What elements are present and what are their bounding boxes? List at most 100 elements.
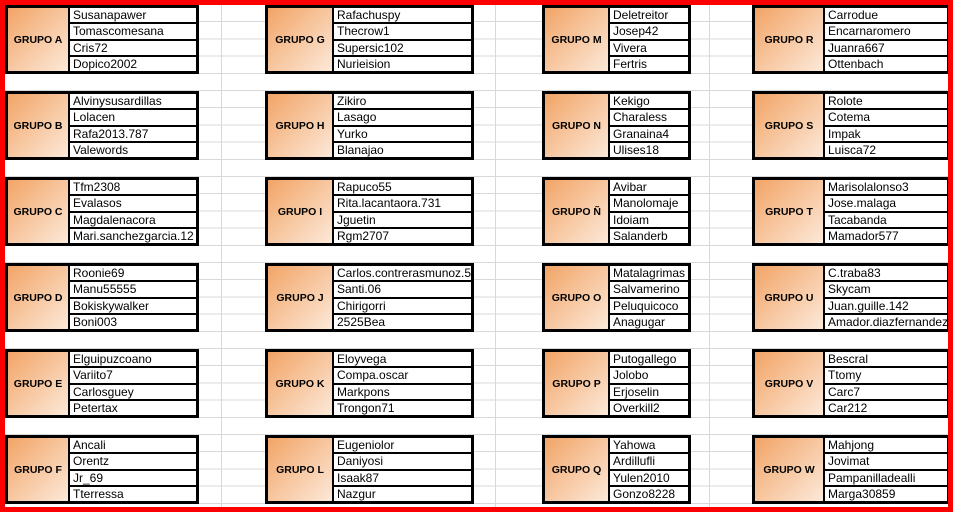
group-label-cell[interactable]: GRUPO Ñ xyxy=(545,180,610,243)
member-cell[interactable]: Overkill2 xyxy=(610,400,688,415)
member-cell[interactable]: Valewords xyxy=(70,142,196,157)
member-cell[interactable]: 2525Bea xyxy=(334,314,471,329)
member-cell[interactable]: Cotema xyxy=(825,110,947,127)
member-cell[interactable]: Mari.sanchezgarcia.12 xyxy=(70,228,196,243)
member-cell[interactable]: Ttomy xyxy=(825,368,947,385)
member-cell[interactable]: Eloyvega xyxy=(334,352,471,369)
member-cell[interactable]: Amador.diazfernandez xyxy=(825,314,948,329)
member-cell[interactable]: Tterressa xyxy=(70,486,196,501)
member-cell[interactable]: Supersic102 xyxy=(334,40,471,57)
member-cell[interactable]: Isaak87 xyxy=(334,470,471,487)
member-cell[interactable]: Jr_69 xyxy=(70,470,196,487)
member-cell[interactable]: Magdalenacora xyxy=(70,212,196,229)
member-cell[interactable]: Variito7 xyxy=(70,368,196,385)
member-cell[interactable]: Kekigo xyxy=(610,94,688,111)
group-label-cell[interactable]: GRUPO U xyxy=(755,266,825,329)
member-cell[interactable]: Eugeniolor xyxy=(334,438,471,455)
member-cell[interactable]: Yurko xyxy=(334,126,471,143)
member-cell[interactable]: Marisolalonso3 xyxy=(825,180,947,197)
member-cell[interactable]: Fertris xyxy=(610,56,688,71)
member-cell[interactable]: Rolote xyxy=(825,94,947,111)
member-cell[interactable]: Rgm2707 xyxy=(334,228,471,243)
member-cell[interactable]: Zikiro xyxy=(334,94,471,111)
member-cell[interactable]: Carlosguey xyxy=(70,384,196,401)
member-cell[interactable]: Peluquicoco xyxy=(610,298,688,315)
group-label-cell[interactable]: GRUPO L xyxy=(268,438,334,501)
member-cell[interactable]: Luisca72 xyxy=(825,142,947,157)
member-cell[interactable]: Matalagrimas xyxy=(610,266,688,283)
member-cell[interactable]: Impak xyxy=(825,126,947,143)
group-label-cell[interactable]: GRUPO O xyxy=(545,266,610,329)
member-cell[interactable]: Josep42 xyxy=(610,24,688,41)
member-cell[interactable]: Compa.oscar xyxy=(334,368,471,385)
member-cell[interactable]: Blanajao xyxy=(334,142,471,157)
member-cell[interactable]: Salvamerino xyxy=(610,282,688,299)
member-cell[interactable]: Juanra667 xyxy=(825,40,947,57)
member-cell[interactable]: Rafachuspy xyxy=(334,8,471,25)
member-cell[interactable]: Ancali xyxy=(70,438,196,455)
group-label-cell[interactable]: GRUPO V xyxy=(755,352,825,415)
member-cell[interactable]: Manu55555 xyxy=(70,282,196,299)
member-cell[interactable]: Chirigorri xyxy=(334,298,471,315)
group-label-cell[interactable]: GRUPO W xyxy=(755,438,825,501)
member-cell[interactable]: Tfm2308 xyxy=(70,180,196,197)
member-cell[interactable]: Bokiskywalker xyxy=(70,298,196,315)
member-cell[interactable]: Avibar xyxy=(610,180,688,197)
member-cell[interactable]: Putogallego xyxy=(610,352,688,369)
group-label-cell[interactable]: GRUPO Q xyxy=(545,438,610,501)
member-cell[interactable]: Lasago xyxy=(334,110,471,127)
member-cell[interactable]: Mahjong xyxy=(825,438,947,455)
group-label-cell[interactable]: GRUPO B xyxy=(8,94,70,157)
member-cell[interactable]: Cris72 xyxy=(70,40,196,57)
member-cell[interactable]: Petertax xyxy=(70,400,196,415)
group-label-cell[interactable]: GRUPO M xyxy=(545,8,610,71)
member-cell[interactable]: Ardillufli xyxy=(610,454,688,471)
member-cell[interactable]: Granaina4 xyxy=(610,126,688,143)
group-label-cell[interactable]: GRUPO K xyxy=(268,352,334,415)
member-cell[interactable]: Encarnaromero xyxy=(825,24,947,41)
member-cell[interactable]: Ottenbach xyxy=(825,56,947,71)
member-cell[interactable]: Evalasos xyxy=(70,196,196,213)
member-cell[interactable]: Thecrow1 xyxy=(334,24,471,41)
member-cell[interactable]: Rafa2013.787 xyxy=(70,126,196,143)
member-cell[interactable]: Bescral xyxy=(825,352,947,369)
member-cell[interactable]: Nazgur xyxy=(334,486,471,501)
group-label-cell[interactable]: GRUPO H xyxy=(268,94,334,157)
group-label-cell[interactable]: GRUPO T xyxy=(755,180,825,243)
member-cell[interactable]: Carlos.contrerasmunoz.5 xyxy=(334,266,471,283)
member-cell[interactable]: Dopico2002 xyxy=(70,56,196,71)
member-cell[interactable]: Markpons xyxy=(334,384,471,401)
member-cell[interactable]: Charaless xyxy=(610,110,688,127)
group-label-cell[interactable]: GRUPO E xyxy=(8,352,70,415)
member-cell[interactable]: Deletreitor xyxy=(610,8,688,25)
member-cell[interactable]: Vivera xyxy=(610,40,688,57)
member-cell[interactable]: Yahowa xyxy=(610,438,688,455)
member-cell[interactable]: Ulises18 xyxy=(610,142,688,157)
member-cell[interactable]: Carrodue xyxy=(825,8,947,25)
group-label-cell[interactable]: GRUPO S xyxy=(755,94,825,157)
member-cell[interactable]: Salanderb xyxy=(610,228,688,243)
member-cell[interactable]: Daniyosi xyxy=(334,454,471,471)
member-cell[interactable]: Gonzo8228 xyxy=(610,486,688,501)
member-cell[interactable]: Erjoselin xyxy=(610,384,688,401)
member-cell[interactable]: Jovimat xyxy=(825,454,947,471)
member-cell[interactable]: Jolobo xyxy=(610,368,688,385)
group-label-cell[interactable]: GRUPO A xyxy=(8,8,70,71)
member-cell[interactable]: Rita.lacantaora.731 xyxy=(334,196,471,213)
group-label-cell[interactable]: GRUPO G xyxy=(268,8,334,71)
member-cell[interactable]: Tacabanda xyxy=(825,212,947,229)
member-cell[interactable]: Alvinysusardillas xyxy=(70,94,196,111)
member-cell[interactable]: Elguipuzcoano xyxy=(70,352,196,369)
group-label-cell[interactable]: GRUPO N xyxy=(545,94,610,157)
member-cell[interactable]: Orentz xyxy=(70,454,196,471)
member-cell[interactable]: Pampanilladealli xyxy=(825,470,947,487)
member-cell[interactable]: Mamador577 xyxy=(825,228,947,243)
group-label-cell[interactable]: GRUPO C xyxy=(8,180,70,243)
member-cell[interactable]: Manolomaje xyxy=(610,196,688,213)
member-cell[interactable]: Tomascomesana xyxy=(70,24,196,41)
member-cell[interactable]: Anagugar xyxy=(610,314,688,329)
member-cell[interactable]: Susanapawer xyxy=(70,8,196,25)
member-cell[interactable]: Idoiam xyxy=(610,212,688,229)
member-cell[interactable]: Roonie69 xyxy=(70,266,196,283)
group-label-cell[interactable]: GRUPO J xyxy=(268,266,334,329)
